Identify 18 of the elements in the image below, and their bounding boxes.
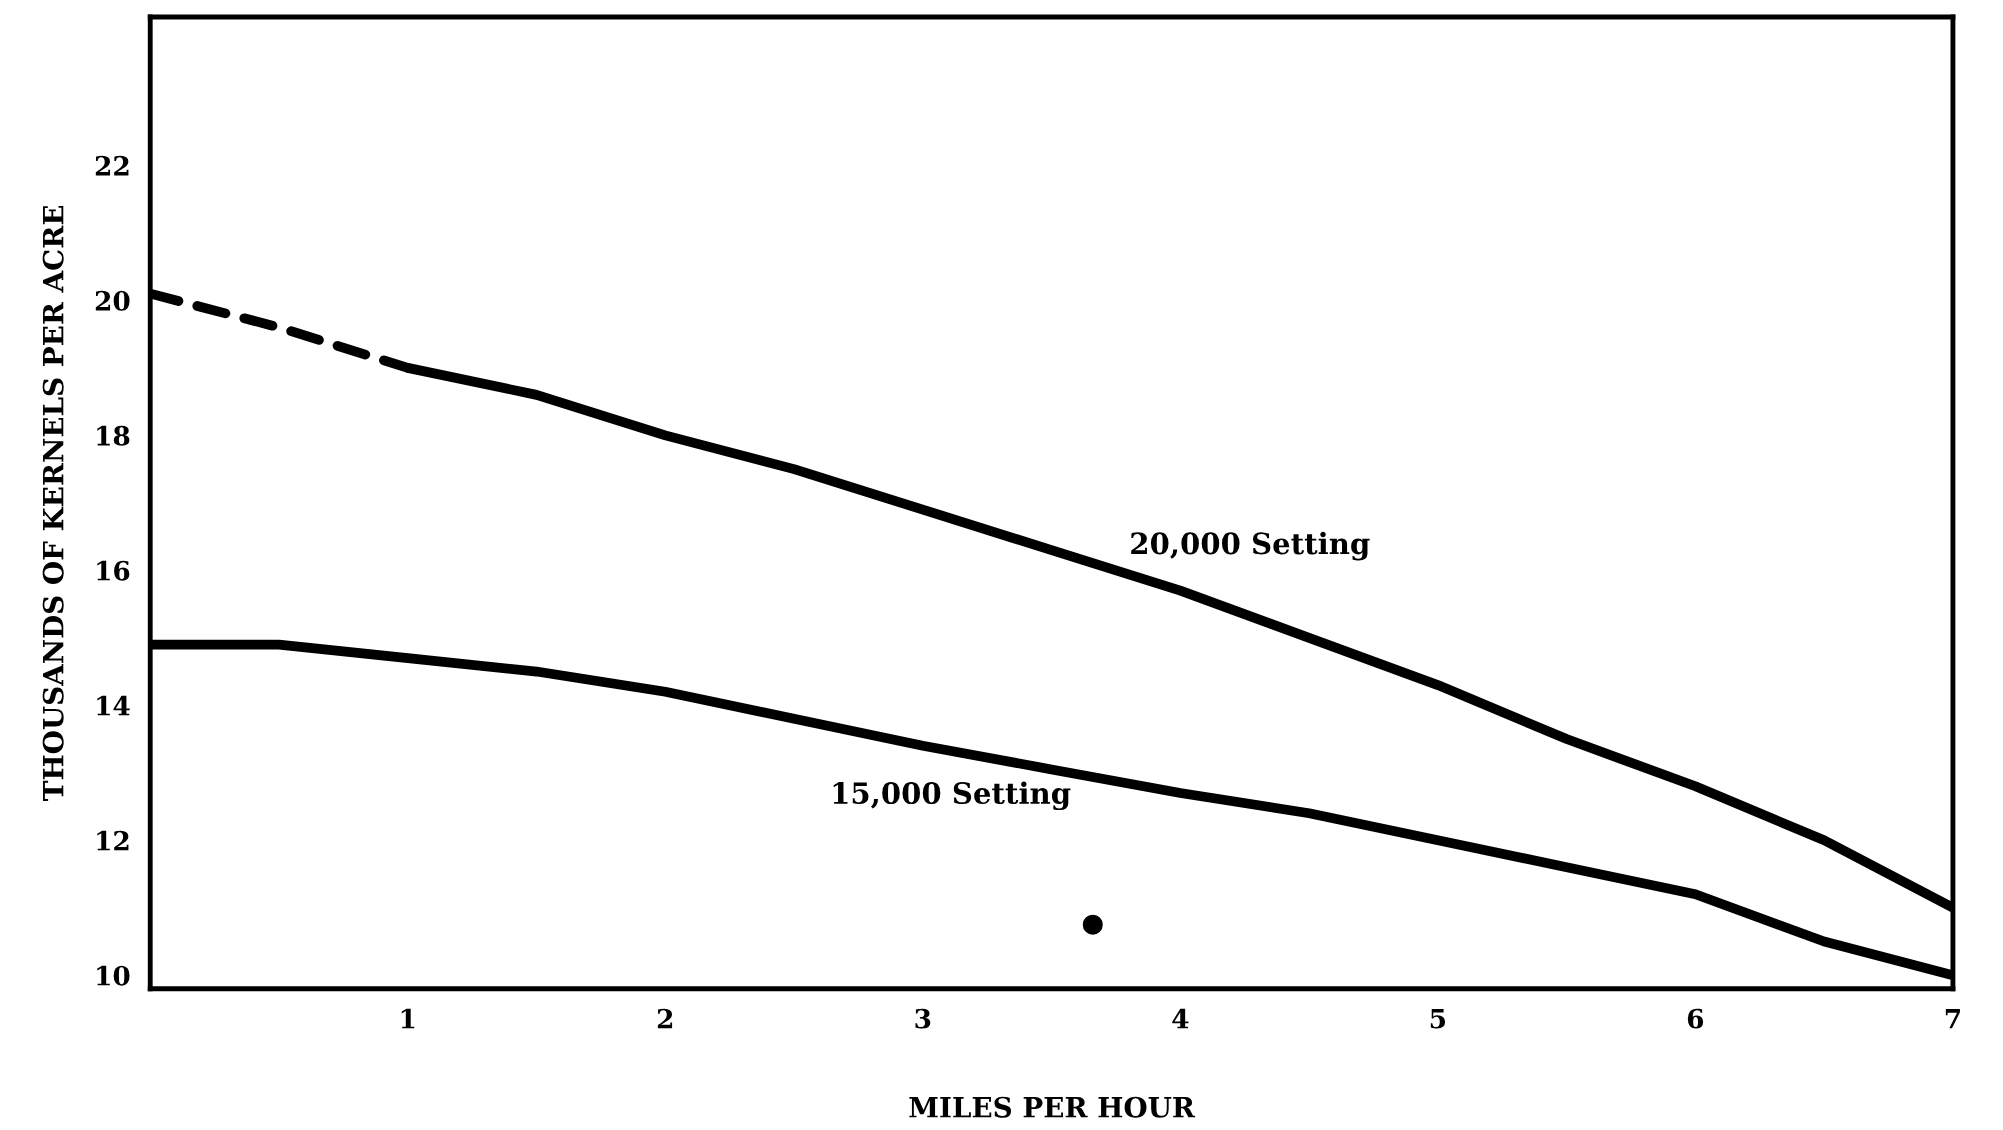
x-tick-label: 1 — [401, 1008, 415, 1029]
y-tick-label: 12 — [97, 830, 129, 851]
y-axis-title: THOUSANDS OF KERNELS PER ACRE — [42, 205, 64, 801]
series-label: 20,000 Setting — [1131, 531, 1370, 561]
x-tick-label: 6 — [1687, 1008, 1704, 1029]
y-tick-label: 18 — [97, 425, 130, 446]
x-tick-label: 5 — [1430, 1009, 1446, 1029]
y-tick-label: 10 — [97, 965, 130, 986]
y-tick-label: 16 — [97, 560, 130, 581]
x-tick-label: 3 — [915, 1008, 931, 1029]
y-tick-label: 20 — [95, 290, 130, 311]
x-tick-label: 4 — [1172, 1008, 1189, 1029]
y-tick-label: 22 — [95, 155, 129, 176]
y-tick-label: 14 — [97, 695, 130, 716]
x-tick-label: 2 — [657, 1008, 673, 1029]
x-tick-label: 7 — [1945, 1009, 1960, 1029]
series-label: 15,000 Setting — [833, 781, 1071, 811]
x-axis-title: MILES PER HOUR — [909, 1096, 1196, 1118]
